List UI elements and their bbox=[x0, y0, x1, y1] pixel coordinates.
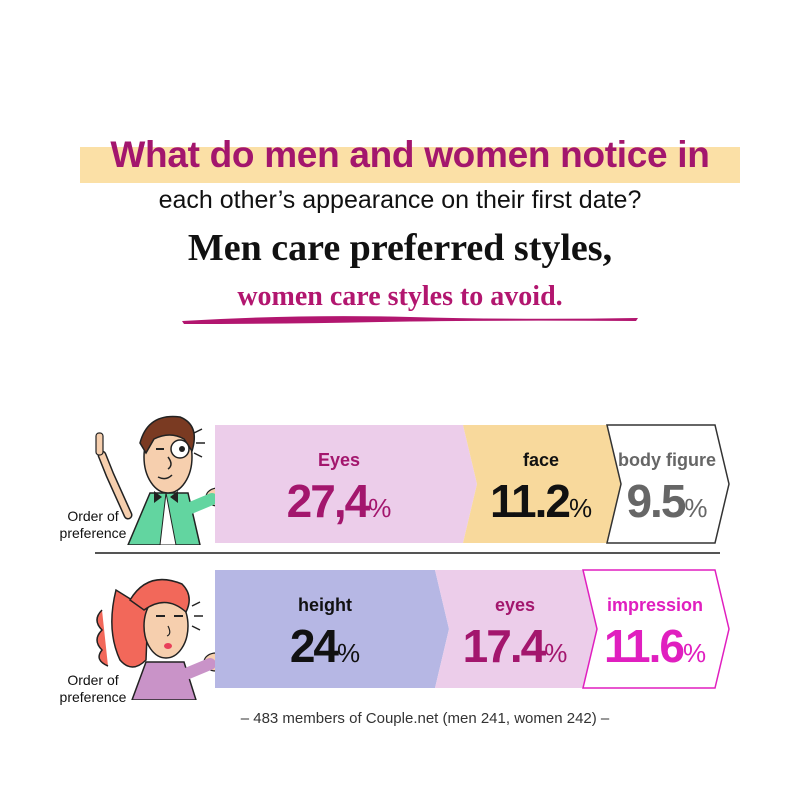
women-value-label-2: 17.4% bbox=[463, 620, 568, 672]
title-line-1-wrap: What do men and women notice in bbox=[80, 127, 740, 183]
men-category-label-3: body figure bbox=[618, 450, 716, 470]
title-highlight bbox=[80, 147, 740, 183]
women-value-label-1: 24% bbox=[290, 620, 360, 672]
row-label-men: Order of preference bbox=[59, 508, 127, 541]
men-category-label-1: Eyes bbox=[318, 450, 360, 470]
women-segment-3 bbox=[582, 569, 730, 689]
footnote: – 483 members of Couple.net (men 241, wo… bbox=[240, 710, 610, 727]
title-line-4: women care styles to avoid. bbox=[237, 281, 563, 312]
men-segment-2 bbox=[463, 425, 621, 543]
women-segment-1 bbox=[215, 570, 449, 688]
women-segment-2 bbox=[435, 570, 597, 688]
men-value-label-2: 11.2% bbox=[490, 475, 592, 527]
title-line-2: each other’s appearance on their first d… bbox=[158, 186, 642, 214]
women-category-label-1: height bbox=[298, 595, 352, 615]
woman-character-illustration bbox=[96, 578, 229, 700]
row-divider bbox=[95, 552, 720, 554]
brush-underline bbox=[182, 316, 638, 324]
men-value-label-1: 27,4% bbox=[287, 475, 392, 527]
men-segment-1 bbox=[215, 425, 477, 543]
men-segment-3 bbox=[606, 424, 730, 544]
title-line-1: What do men and women notice in bbox=[110, 134, 710, 175]
women-category-label-2: eyes bbox=[495, 595, 535, 615]
men-category-label-2: face bbox=[523, 450, 559, 470]
men-value-label-3: 9.5% bbox=[626, 475, 707, 527]
women-category-label-3: impression bbox=[607, 595, 703, 615]
man-character-illustration bbox=[95, 415, 231, 545]
title-line-3: Men care preferred styles, bbox=[187, 227, 613, 269]
row-label-women: Order of preference bbox=[59, 672, 127, 705]
women-value-label-3: 11.6% bbox=[604, 620, 706, 672]
